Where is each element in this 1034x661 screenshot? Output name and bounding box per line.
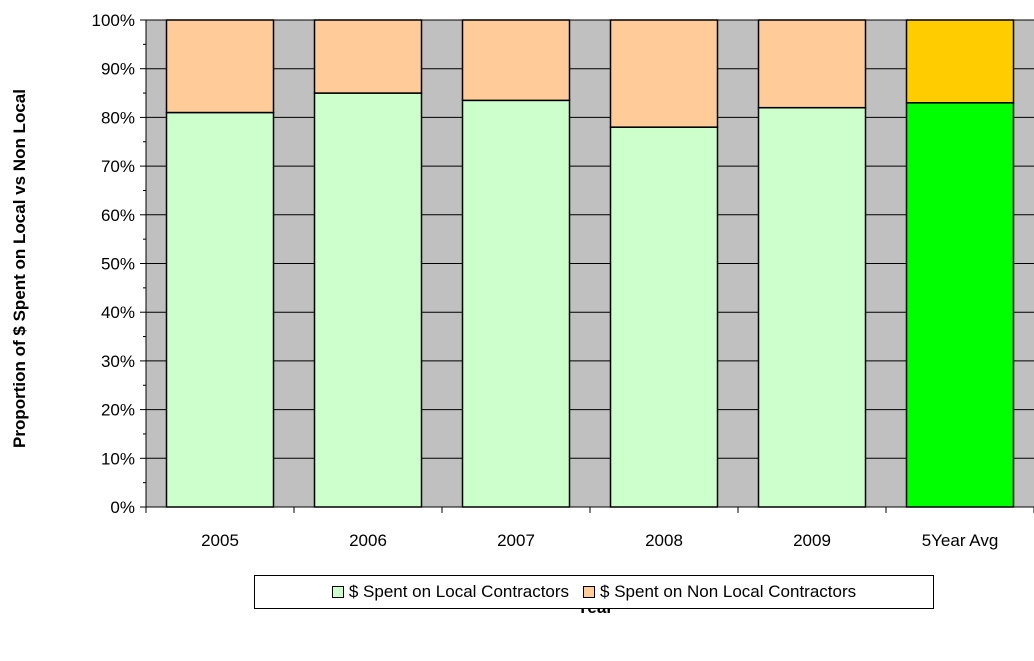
gridlines <box>146 19 1034 508</box>
y-tick-label: 30% <box>101 352 135 371</box>
y-tick-label: 10% <box>101 449 135 468</box>
legend-label-non-local: $ Spent on Non Local Contractors <box>600 582 857 601</box>
y-axis-title: Proportion of $ Spent on Local vs Non Lo… <box>10 89 29 448</box>
bar-segment-local <box>757 106 867 508</box>
x-tick-label: 2005 <box>201 531 239 550</box>
bar-segment-non-local <box>313 19 423 94</box>
y-tick-label: 80% <box>101 108 135 127</box>
legend-item-non-local: $ Spent on Non Local Contractors <box>583 582 856 602</box>
legend-item-local: $ Spent on Local Contractors <box>331 582 570 602</box>
y-tick-label: 100% <box>92 11 135 30</box>
x-tick-label: 2007 <box>497 531 535 550</box>
y-tick-label: 20% <box>101 401 135 420</box>
bar-segment-local <box>313 92 423 508</box>
x-tick-label: 2006 <box>349 531 387 550</box>
legend-label-local: $ Spent on Local Contractors <box>348 582 570 601</box>
x-tick-label: 5Year Avg <box>922 531 999 550</box>
axes <box>140 19 1034 513</box>
bar-segment-local <box>905 102 1015 508</box>
y-tick-label: 90% <box>101 60 135 79</box>
legend-swatch-non-local <box>583 586 596 598</box>
x-tick-label: 2008 <box>645 531 683 550</box>
y-tick-label: 60% <box>101 206 135 225</box>
x-tick-label: 2009 <box>793 531 831 550</box>
bar-segment-non-local <box>757 19 867 109</box>
legend-swatch-local <box>331 586 344 598</box>
bars <box>165 19 1015 508</box>
y-tick-label: 50% <box>101 255 135 274</box>
bar-segment-non-local <box>609 19 719 128</box>
bar-segment-non-local <box>165 19 275 114</box>
bar-segment-non-local <box>905 19 1015 104</box>
legend: $ Spent on Local Contractors $ Spent on … <box>254 575 934 609</box>
y-tick-label: 40% <box>101 303 135 322</box>
y-tick-label: 0% <box>110 498 135 517</box>
y-tick-labels: 0% 10% 20% 30% 40% 50% 60% 70% 80% 90% 100% <box>92 11 135 517</box>
y-tick-label: 70% <box>101 157 135 176</box>
x-tick-labels: 2005 2006 2007 2008 2009 5Year Avg <box>201 531 998 550</box>
bar-segment-local <box>609 126 719 508</box>
bar-segment-non-local <box>461 19 571 102</box>
bar-segment-local <box>165 111 275 508</box>
bar-segment-local <box>461 99 571 508</box>
